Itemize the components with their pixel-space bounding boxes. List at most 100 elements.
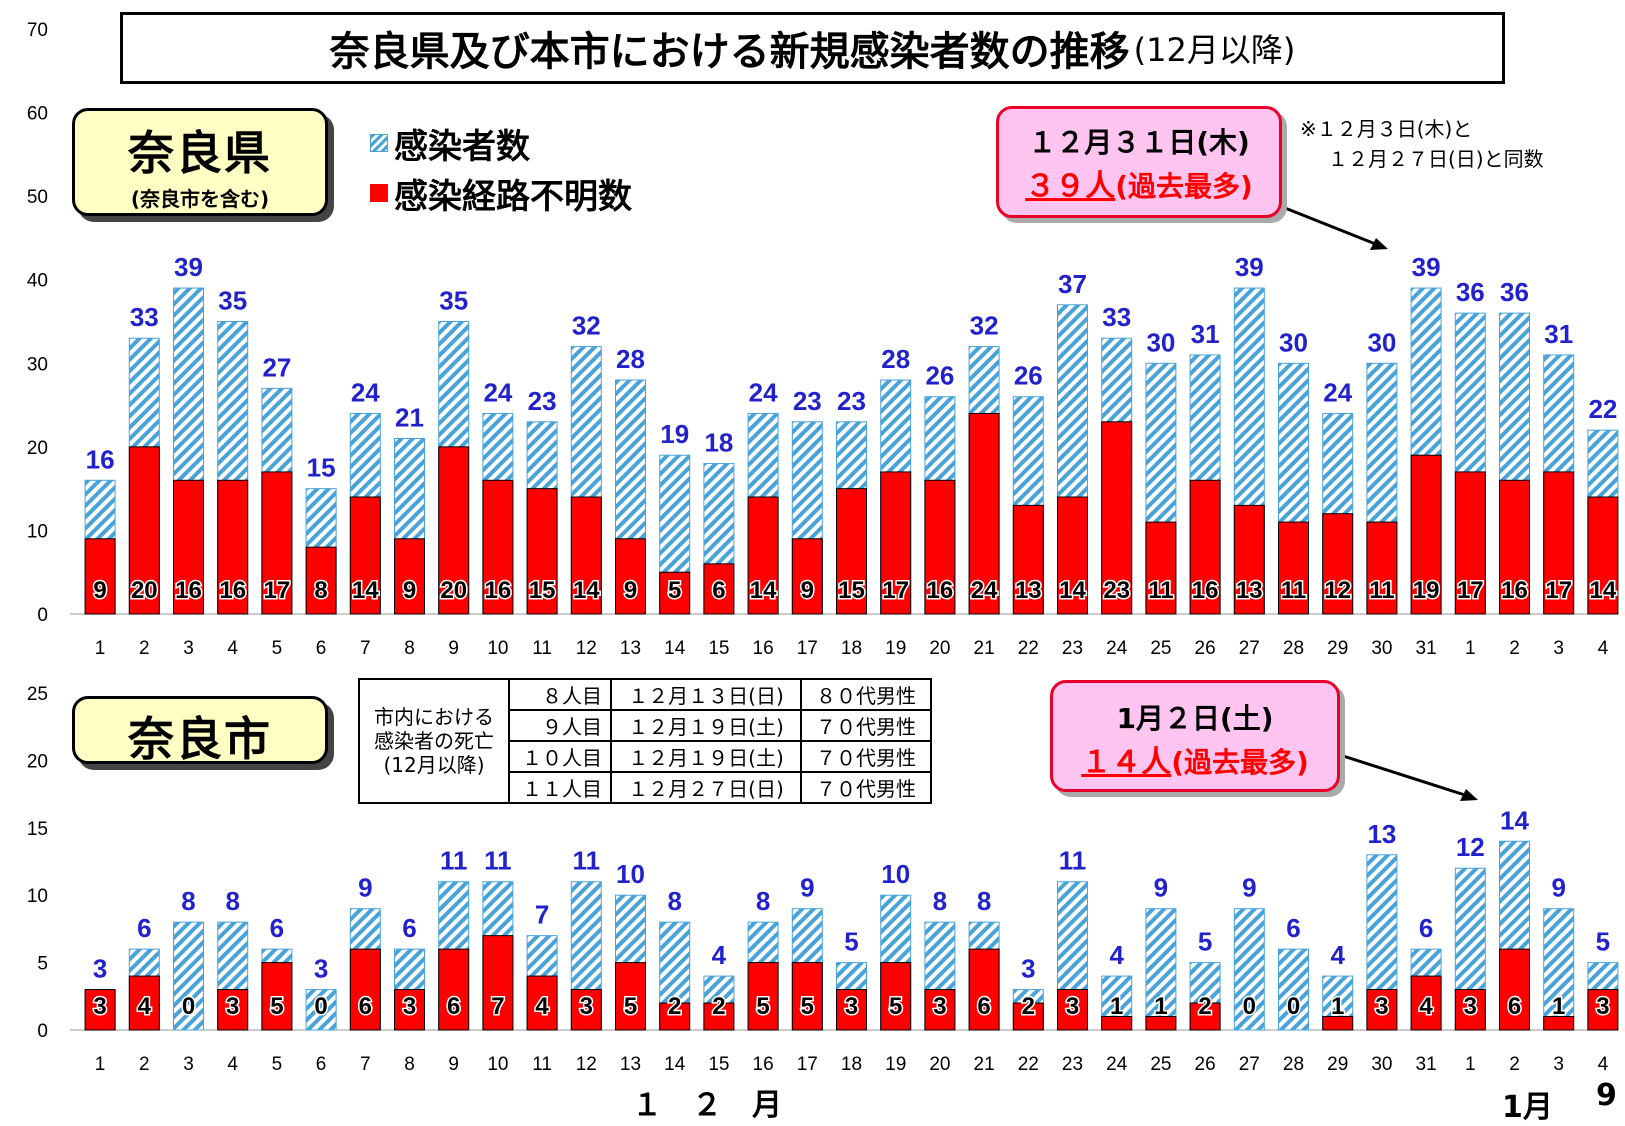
bar-unknown bbox=[1454, 989, 1486, 1031]
data-label-unknown: 13 bbox=[1236, 577, 1263, 604]
data-label-total: 33 bbox=[1102, 302, 1131, 332]
data-label-total: 24 bbox=[351, 377, 380, 407]
data-label-unknown: 3 bbox=[1066, 993, 1079, 1020]
bar-unknown bbox=[394, 989, 425, 1031]
bar-unknown bbox=[84, 989, 116, 1031]
data-label-unknown: 11 bbox=[1281, 577, 1306, 604]
city-label: 奈良市 bbox=[72, 696, 328, 766]
data-label-total: 11 bbox=[484, 846, 512, 876]
data-label-total: 31 bbox=[1191, 319, 1220, 349]
data-label-unknown: 9 bbox=[93, 577, 106, 604]
x-tick-label: 4 bbox=[1598, 638, 1609, 659]
death-date: １２月１３日(日) bbox=[610, 678, 802, 711]
data-label-total: 23 bbox=[837, 386, 866, 416]
bar-unknown bbox=[1587, 989, 1619, 1031]
x-tick-label: 4 bbox=[227, 638, 238, 659]
data-label-unknown: 4 bbox=[1419, 993, 1433, 1020]
city-callout-value: １４人 bbox=[1081, 745, 1172, 780]
data-label-unknown: 3 bbox=[403, 993, 416, 1020]
data-label-unknown: 3 bbox=[845, 993, 858, 1020]
bar-unknown bbox=[570, 496, 602, 615]
legend-red-swatch bbox=[370, 184, 388, 202]
x-tick-label: 15 bbox=[708, 1054, 729, 1075]
x-tick-label: 13 bbox=[620, 638, 641, 659]
data-label-total: 5 bbox=[1198, 927, 1212, 957]
bar-unknown bbox=[349, 496, 381, 615]
legend-total-label: 感染者数 bbox=[394, 126, 530, 167]
data-label-total: 8 bbox=[756, 886, 770, 916]
x-tick-label: 19 bbox=[885, 1054, 906, 1075]
data-label-unknown: 6 bbox=[977, 993, 990, 1020]
y-tick-label: 25 bbox=[27, 684, 48, 705]
x-tick-label: 19 bbox=[885, 638, 906, 659]
data-label-total: 6 bbox=[1419, 913, 1433, 943]
data-label-unknown: 14 bbox=[1059, 577, 1086, 604]
data-label-unknown: 3 bbox=[93, 993, 106, 1020]
note-line-1: ※１２月３日(木)と bbox=[1300, 117, 1473, 141]
x-tick-label: 6 bbox=[316, 1054, 327, 1075]
bar-unknown bbox=[526, 975, 558, 1031]
data-label-unknown: 6 bbox=[1508, 993, 1521, 1020]
data-label-unknown: 17 bbox=[1545, 577, 1572, 604]
bar-unknown bbox=[703, 1002, 735, 1031]
x-tick-label: 1 bbox=[1465, 638, 1476, 659]
x-tick-label: 1 bbox=[1465, 1054, 1476, 1075]
x-tick-label: 15 bbox=[708, 638, 729, 659]
data-label-total: 16 bbox=[86, 444, 115, 474]
data-label-total: 3 bbox=[93, 954, 107, 984]
table-row: ９人目 １２月１９日(土) ７０代男性 bbox=[359, 709, 932, 742]
city-arrowhead bbox=[1460, 789, 1478, 801]
city-callout-date: 1月２日(土) bbox=[1116, 702, 1274, 735]
prefecture-chart: 0102030405060701691332023916335164271751… bbox=[27, 20, 1619, 659]
data-label-unknown: 5 bbox=[889, 993, 902, 1020]
data-label-total: 9 bbox=[1242, 873, 1256, 903]
prefecture-callout: １２月３１日(木) ３９人(過去最多) bbox=[996, 106, 1282, 218]
data-label-unknown: 19 bbox=[1413, 577, 1440, 604]
data-label-total: 10 bbox=[616, 859, 645, 889]
bar-unknown bbox=[1057, 496, 1088, 615]
month-label-jan: 1月 bbox=[1502, 1090, 1553, 1125]
bar-unknown bbox=[305, 546, 337, 615]
x-tick-label: 26 bbox=[1195, 638, 1216, 659]
x-tick-label: 5 bbox=[272, 1054, 283, 1075]
data-label-total: 6 bbox=[402, 913, 416, 943]
data-label-total: 4 bbox=[712, 940, 727, 970]
bar-unknown bbox=[1145, 521, 1177, 615]
x-tick-label: 26 bbox=[1195, 1054, 1216, 1075]
bar-unknown bbox=[128, 446, 160, 615]
data-label-unknown: 6 bbox=[359, 993, 372, 1020]
table-row: １０人目 １２月１９日(土) ７０代男性 bbox=[359, 740, 932, 773]
data-label-total: 4 bbox=[1109, 940, 1124, 970]
bar-unknown bbox=[526, 488, 558, 615]
data-label-unknown: 13 bbox=[1015, 577, 1042, 604]
data-label-unknown: 6 bbox=[447, 993, 460, 1020]
x-tick-label: 24 bbox=[1106, 638, 1128, 659]
bar-unknown bbox=[747, 962, 779, 1031]
table-row: 市内における 感染者の死亡 (12月以降) ８人目 １２月１３日(日) ８０代男… bbox=[358, 678, 932, 804]
table-row: １１人目 １２月２７日(日) ７０代男性 bbox=[359, 771, 932, 804]
bar-unknown bbox=[791, 538, 823, 615]
y-tick-label: 30 bbox=[27, 354, 48, 375]
data-label-unknown: 1 bbox=[1552, 993, 1565, 1020]
note-line-2: １２月２７日(日)と同数 bbox=[1328, 147, 1544, 171]
x-tick-label: 9 bbox=[448, 1054, 459, 1075]
x-tick-label: 8 bbox=[404, 1054, 415, 1075]
data-label-unknown: 0 bbox=[1287, 993, 1300, 1020]
data-label-total: 30 bbox=[1279, 327, 1308, 357]
x-tick-label: 20 bbox=[929, 1054, 950, 1075]
bar-unknown bbox=[261, 962, 293, 1031]
data-label-unknown: 2 bbox=[712, 993, 725, 1020]
prefecture-label-main: 奈良県 bbox=[128, 126, 272, 180]
data-label-unknown: 17 bbox=[1457, 577, 1484, 604]
data-label-unknown: 15 bbox=[529, 577, 556, 604]
bar-unknown bbox=[570, 989, 602, 1031]
bar-unknown bbox=[1189, 479, 1221, 615]
y-tick-label: 60 bbox=[27, 104, 48, 125]
data-label-total: 6 bbox=[270, 913, 284, 943]
data-label-total: 7 bbox=[535, 900, 549, 930]
x-tick-label: 6 bbox=[316, 638, 327, 659]
data-label-total: 6 bbox=[1286, 913, 1300, 943]
bar-unknown bbox=[482, 479, 514, 615]
data-label-total: 22 bbox=[1588, 394, 1617, 424]
data-label-total: 36 bbox=[1500, 277, 1529, 307]
